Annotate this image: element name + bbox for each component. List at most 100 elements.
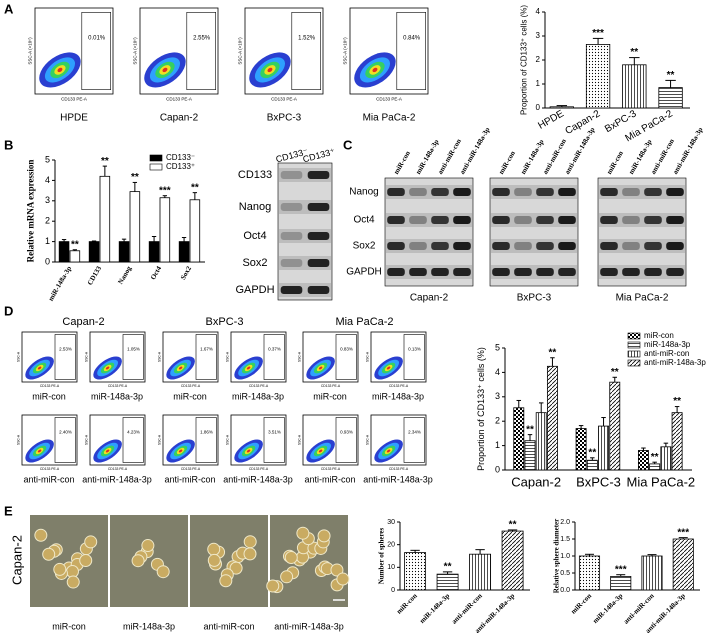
blot-band: [280, 203, 303, 211]
sphere-cell: [42, 547, 56, 561]
blot-band: [307, 171, 330, 179]
y-tick-label: 0: [45, 256, 50, 266]
blot-band: [307, 259, 330, 267]
blot-band: [307, 286, 330, 294]
y-tick-label: 0.5: [560, 570, 570, 577]
flow-y-label: SSC-A: [365, 351, 369, 362]
panel-label: A: [4, 1, 14, 16]
flow-x-label: CD133 PE-A: [271, 97, 297, 102]
bar: [637, 450, 649, 471]
y-tick-label: 2: [495, 416, 500, 426]
flow-y-label: SSC-A (×10⁶): [342, 37, 347, 65]
bar: [513, 407, 525, 471]
blot-band: [600, 216, 618, 224]
sphere-cell: [207, 553, 221, 567]
blot-strip: [599, 185, 685, 199]
legend-swatch: [627, 341, 641, 349]
flow-density: [37, 449, 42, 453]
x-tick-label: miR-con: [395, 592, 419, 616]
flow-y-label: SSC-A (×10⁶): [27, 37, 32, 65]
y-tick-label: 3: [45, 195, 50, 205]
flow-plot-name: Capan-2: [160, 113, 199, 124]
blot-row-label: GAPDH: [346, 267, 382, 278]
significance: **: [101, 156, 109, 167]
blot-band: [666, 242, 684, 250]
sphere-cell: [296, 526, 310, 540]
blot-band: [536, 242, 554, 250]
blot-row-label: GAPDH: [235, 284, 274, 296]
flow-gate: [122, 334, 144, 380]
blot-group-label: Mia PaCa-2: [616, 293, 669, 304]
blot-band: [514, 268, 532, 276]
flow-gate: [195, 334, 217, 380]
blot-band: [558, 268, 576, 276]
flow-gate: [54, 417, 76, 463]
flow-gate: [186, 12, 216, 91]
significance: **: [191, 182, 199, 193]
legend-swatch: [149, 154, 163, 162]
condition-label: miR-148a-3p: [91, 391, 143, 401]
x-tick-label: Capan-2: [511, 474, 561, 489]
blot-strip: [491, 213, 577, 227]
blot-band: [536, 188, 554, 196]
condition-label: anti-miR-148a-3p: [363, 474, 433, 484]
x-tick-label: miR-148a-3p: [418, 592, 451, 625]
flow-density: [246, 366, 251, 370]
y-tick-label: 4: [536, 7, 541, 16]
blot-band: [307, 203, 330, 211]
blot-band: [622, 268, 640, 276]
x-tick-label: miR-148a-3p: [591, 592, 624, 625]
flow-x-label: CD133 PE-A: [249, 467, 269, 471]
y-axis-label: Proportion of CD133⁺ cells (%): [476, 347, 486, 471]
flow-density: [57, 67, 63, 73]
y-tick-label: 1.0: [560, 553, 570, 560]
flow-gate: [263, 334, 285, 380]
flow-gate: [396, 12, 426, 91]
flow-density: [178, 366, 183, 370]
blot-row-label: Oct4: [243, 230, 266, 242]
sphere-cell: [34, 528, 48, 542]
cell-line-label: Capan-2: [9, 535, 24, 585]
blot-row-label: Oct4: [353, 215, 375, 226]
flow-gate: [335, 417, 357, 463]
sphere-cell: [141, 539, 155, 553]
bar: [649, 463, 661, 471]
blot-band: [644, 242, 662, 250]
significance: **: [630, 47, 638, 58]
blot-band: [536, 216, 554, 224]
sphere-cell: [229, 561, 243, 575]
sphere-cell: [131, 554, 145, 568]
legend-swatch: [149, 163, 163, 171]
bar: [609, 381, 621, 471]
flow-density: [37, 366, 42, 370]
blot-band: [387, 268, 405, 276]
blot-strip: [386, 185, 472, 199]
blot-band: [622, 242, 640, 250]
condition-label: miR-con: [313, 391, 347, 401]
image-label: miR-con: [52, 621, 86, 631]
image-label: anti-miR-con: [203, 621, 254, 631]
bar: [404, 552, 427, 591]
flow-y-label: SSC-A: [297, 351, 301, 362]
flow-density: [318, 366, 323, 370]
blot-row-label: Nanog: [239, 201, 271, 213]
condition-label: miR-148a-3p: [372, 391, 424, 401]
sphere-image: [110, 515, 188, 607]
blot-band: [280, 259, 303, 267]
flow-x-label: CD133 PE-A: [376, 97, 402, 102]
blot-strip: [491, 265, 577, 279]
group-title: Capan-2: [62, 316, 104, 328]
flow-x-label: CD133 PE-A: [389, 467, 409, 471]
y-tick-label: 10: [387, 564, 395, 571]
y-tick-label: 1: [495, 440, 500, 450]
bar: [159, 197, 171, 263]
blot-band: [514, 188, 532, 196]
blot-band: [492, 188, 510, 196]
bar: [436, 573, 459, 591]
flow-x-label: CD133 PE-A: [40, 384, 60, 388]
significance: **: [611, 367, 619, 378]
sphere-cell: [53, 562, 67, 576]
gate-percent: 2.55%: [193, 36, 211, 42]
bar: [535, 412, 547, 471]
